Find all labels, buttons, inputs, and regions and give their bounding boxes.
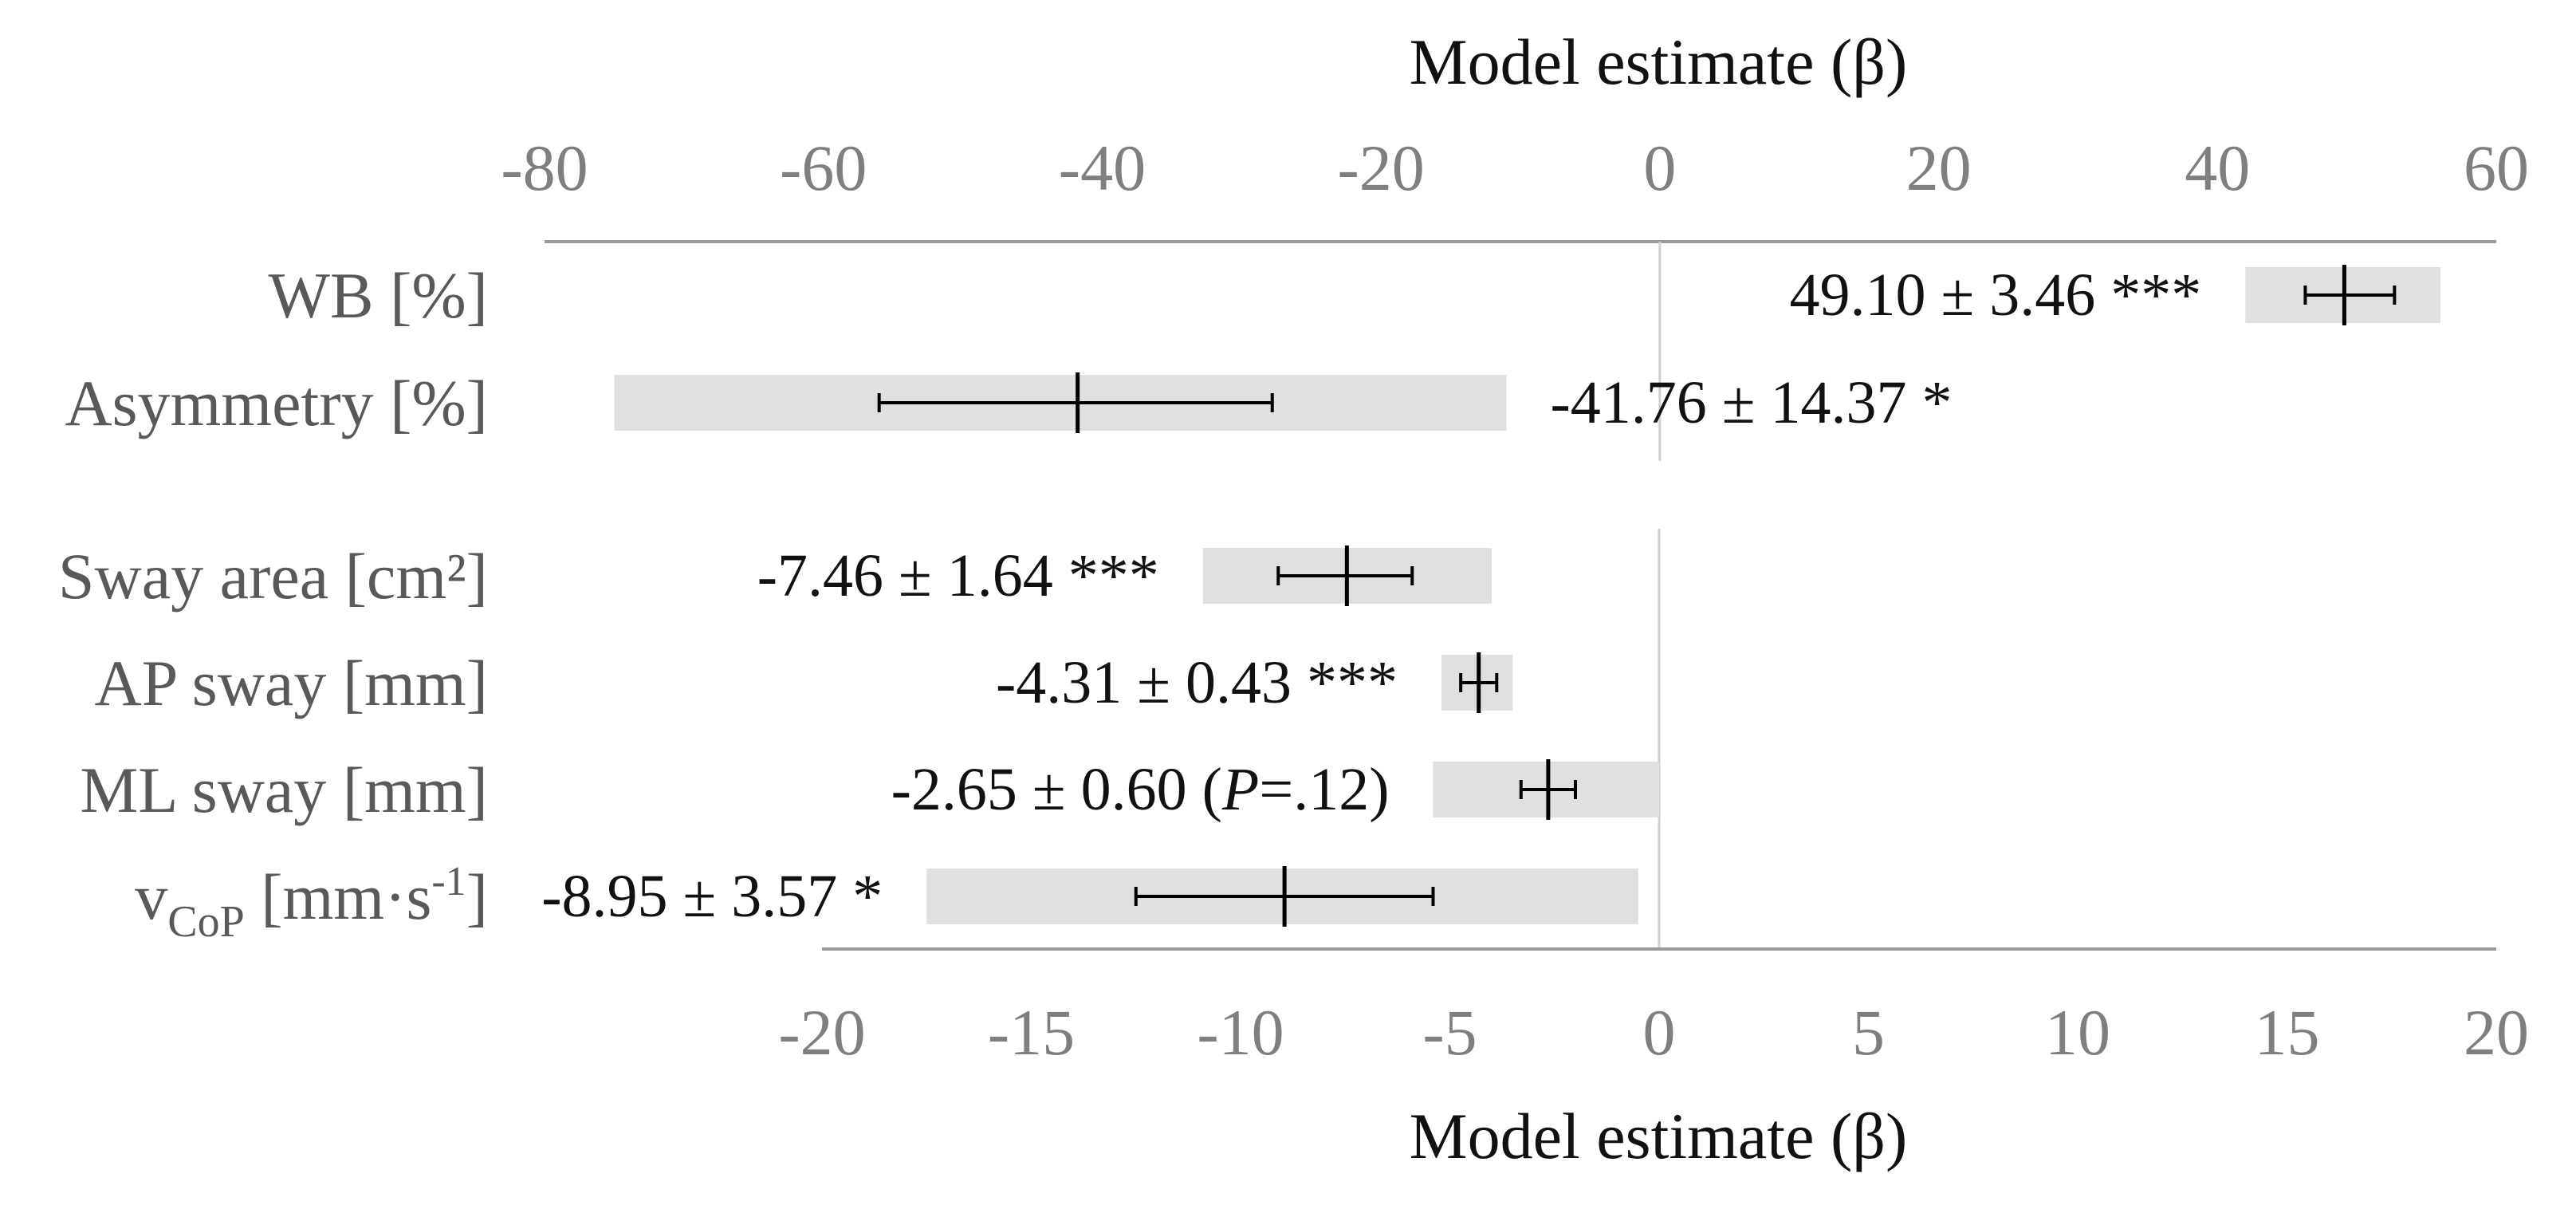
bottom-tick-label: 15 [2255,996,2320,1069]
top-tick-label: 20 [1906,132,1972,204]
bottom-row-2: ML sway [mm] -2.65 ± 0.60 (P=.12) [80,754,1659,826]
row-label: Sway area [cm²] [58,540,488,612]
bottom-tick-label: 0 [1643,996,1676,1069]
value-annotation: 49.10 ± 3.46 *** [1790,262,2202,329]
bottom-row-3: vCoP [mm·s-1] -8.95 ± 3.57 * [135,859,1638,947]
top-tick-label: 60 [2464,132,2529,204]
bottom-tick-label: -10 [1197,996,1284,1069]
value-annotation: -4.31 ± 0.43 *** [996,649,1398,716]
bottom-axis-title: Model estimate (β) [1410,1100,1908,1172]
top-tick-label: 0 [1643,132,1676,204]
bottom-tick-label: 10 [2045,996,2110,1069]
bottom-panel: -20 -15 -10 -5 0 5 10 15 20 Model estimate (β) Swa… [58,529,2529,1172]
row-label-subscript: CoP [167,897,245,947]
row-label-close: ] [466,861,488,933]
bottom-tick-label: -5 [1422,996,1477,1069]
value-annotation: -41.76 ± 14.37 * [1551,369,1953,436]
top-row-1: Asymmetry [%] -41.76 ± 14.37 * [65,367,1952,439]
row-label: WB [%] [268,259,488,332]
top-panel: Model estimate (β) -80 -60 -40 -20 0 20 40 60 WB … [65,26,2529,461]
top-tick-label: -20 [1337,132,1424,204]
row-label-main: v [135,861,167,933]
annotation-italic: P [1221,756,1259,823]
annotation-tail: =.12) [1259,756,1389,823]
bottom-tick-label: 5 [1852,996,1885,1069]
top-axis-title: Model estimate (β) [1410,26,1908,98]
top-tick-label: -60 [780,132,867,204]
row-label: AP sway [mm] [95,647,488,719]
value-annotation: -2.65 ± 0.60 (P=.12) [891,756,1390,823]
top-tick-label: -40 [1059,132,1146,204]
row-label-superscript: -1 [431,859,466,904]
annotation-main: -2.65 ± 0.60 ( [891,756,1222,823]
bottom-tick-label: 20 [2464,996,2529,1069]
row-label: ML sway [mm] [80,754,488,826]
value-annotation: -7.46 ± 1.64 *** [757,542,1159,609]
row-label: vCoP [mm·s-1] [135,859,488,947]
bottom-row-0: Sway area [cm²] -7.46 ± 1.64 *** [58,540,1492,612]
top-tick-label: -80 [501,132,588,204]
bottom-row-1: AP sway [mm] -4.31 ± 0.43 *** [95,647,1513,719]
row-label-unit: [mm·s [245,861,432,933]
bottom-tick-label: -20 [778,996,865,1069]
value-annotation: -8.95 ± 3.57 * [541,863,883,930]
top-row-0: WB [%] 49.10 ± 3.46 *** [268,259,2441,332]
bottom-tick-label: -15 [988,996,1075,1069]
top-tick-label: 40 [2185,132,2250,204]
row-label: Asymmetry [%] [65,367,488,439]
